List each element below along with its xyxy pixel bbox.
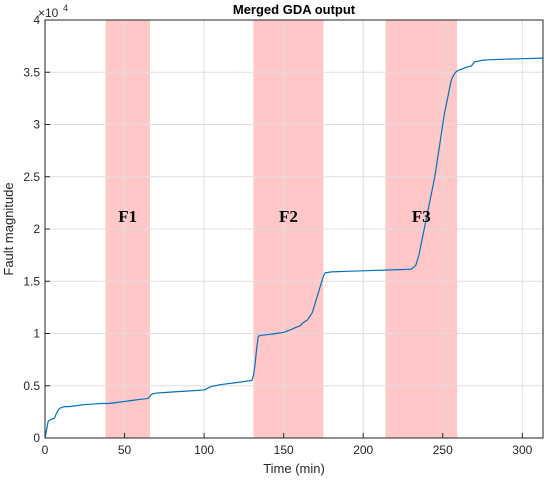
y-axis-ticks: 0 0.5 1 1.5 2 2.5 3 3.5 4 xyxy=(23,13,50,445)
x-axis-ticks: 0 50 100 150 200 250 300 xyxy=(42,433,533,457)
x-axis-label: Time (min) xyxy=(263,461,325,476)
fault-label-f3: F3 xyxy=(412,207,431,226)
series-layer xyxy=(44,57,544,439)
y-tick-label: 2 xyxy=(33,222,40,236)
series-line-0 xyxy=(44,57,544,439)
fault-label-f2: F2 xyxy=(279,207,298,226)
y-tick-label: 1.5 xyxy=(23,274,40,288)
y-tick-label: 0 xyxy=(33,431,40,445)
y-tick-label: 0.5 xyxy=(23,379,40,393)
y-tick-label: 4 xyxy=(33,13,40,27)
y-multiplier-exponent: 4 xyxy=(63,3,68,13)
chart-title: Merged GDA output xyxy=(233,2,356,17)
y-axis-label: Fault magnitude xyxy=(1,182,16,275)
y-multiplier-base: ×10 xyxy=(38,6,59,20)
x-tick-label: 50 xyxy=(118,443,132,457)
y-tick-label: 3.5 xyxy=(23,65,40,79)
fault-labels: F1 F2 F3 xyxy=(118,207,430,226)
x-tick-label: 300 xyxy=(512,443,532,457)
x-tick-label: 100 xyxy=(194,443,214,457)
x-tick-label: 250 xyxy=(433,443,453,457)
fault-label-f1: F1 xyxy=(118,207,137,226)
y-tick-label: 3 xyxy=(33,118,40,132)
y-tick-label: 2.5 xyxy=(23,170,40,184)
x-tick-label: 0 xyxy=(42,443,49,457)
x-tick-label: 150 xyxy=(274,443,294,457)
grid-lines xyxy=(45,20,543,438)
y-tick-label: 1 xyxy=(33,327,40,341)
x-tick-label: 200 xyxy=(353,443,373,457)
